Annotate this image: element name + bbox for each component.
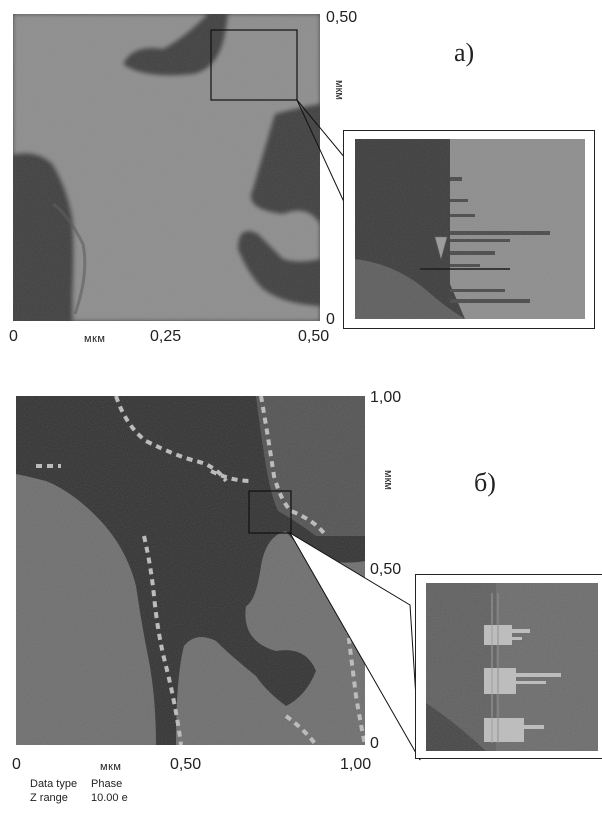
afm-image-a-svg	[13, 14, 320, 321]
x-tick-b-0: 0	[12, 756, 21, 773]
y-axis-unit-b: мкм	[382, 470, 394, 490]
afm-image-b	[16, 396, 365, 745]
zoom-inset-b-image	[426, 583, 598, 751]
y-tick-b-top: 1,00	[370, 389, 402, 406]
y-tick-b-mid: 0,50	[370, 561, 402, 578]
panel-label-b: б)	[474, 468, 496, 497]
afm-image-b-svg	[16, 396, 365, 745]
x-tick-a-0: 0	[9, 328, 18, 345]
data-type-label: Data type	[30, 778, 78, 790]
noise-texture	[13, 14, 320, 321]
y-tick-a-bottom: 0	[326, 311, 335, 328]
y-tick-a-top: 0,50	[326, 9, 358, 26]
zoom-region-box-b	[248, 490, 292, 534]
data-type-value: Phase	[91, 778, 123, 790]
x-tick-b-2: 1,00	[340, 756, 372, 773]
zoom-region-box	[210, 29, 298, 101]
x-tick-a-2: 0,50	[298, 328, 330, 345]
x-tick-a-1: 0,25	[150, 328, 182, 345]
afm-image-a	[13, 14, 320, 321]
z-range-label: Z range	[30, 792, 68, 804]
z-range-value: 10.00 е	[91, 792, 128, 804]
zoom-inset-b	[415, 574, 602, 759]
y-tick-b-bottom: 0	[370, 735, 379, 752]
x-axis-unit-a: мкм	[84, 333, 106, 345]
zoom-inset-a-image	[355, 139, 585, 319]
panel-label-a: а)	[454, 38, 475, 67]
x-tick-b-1: 0,50	[170, 756, 202, 773]
zoom-inset-a	[343, 130, 595, 329]
x-axis-unit-b: мкм	[100, 761, 122, 773]
noise-texture-b	[16, 396, 365, 745]
